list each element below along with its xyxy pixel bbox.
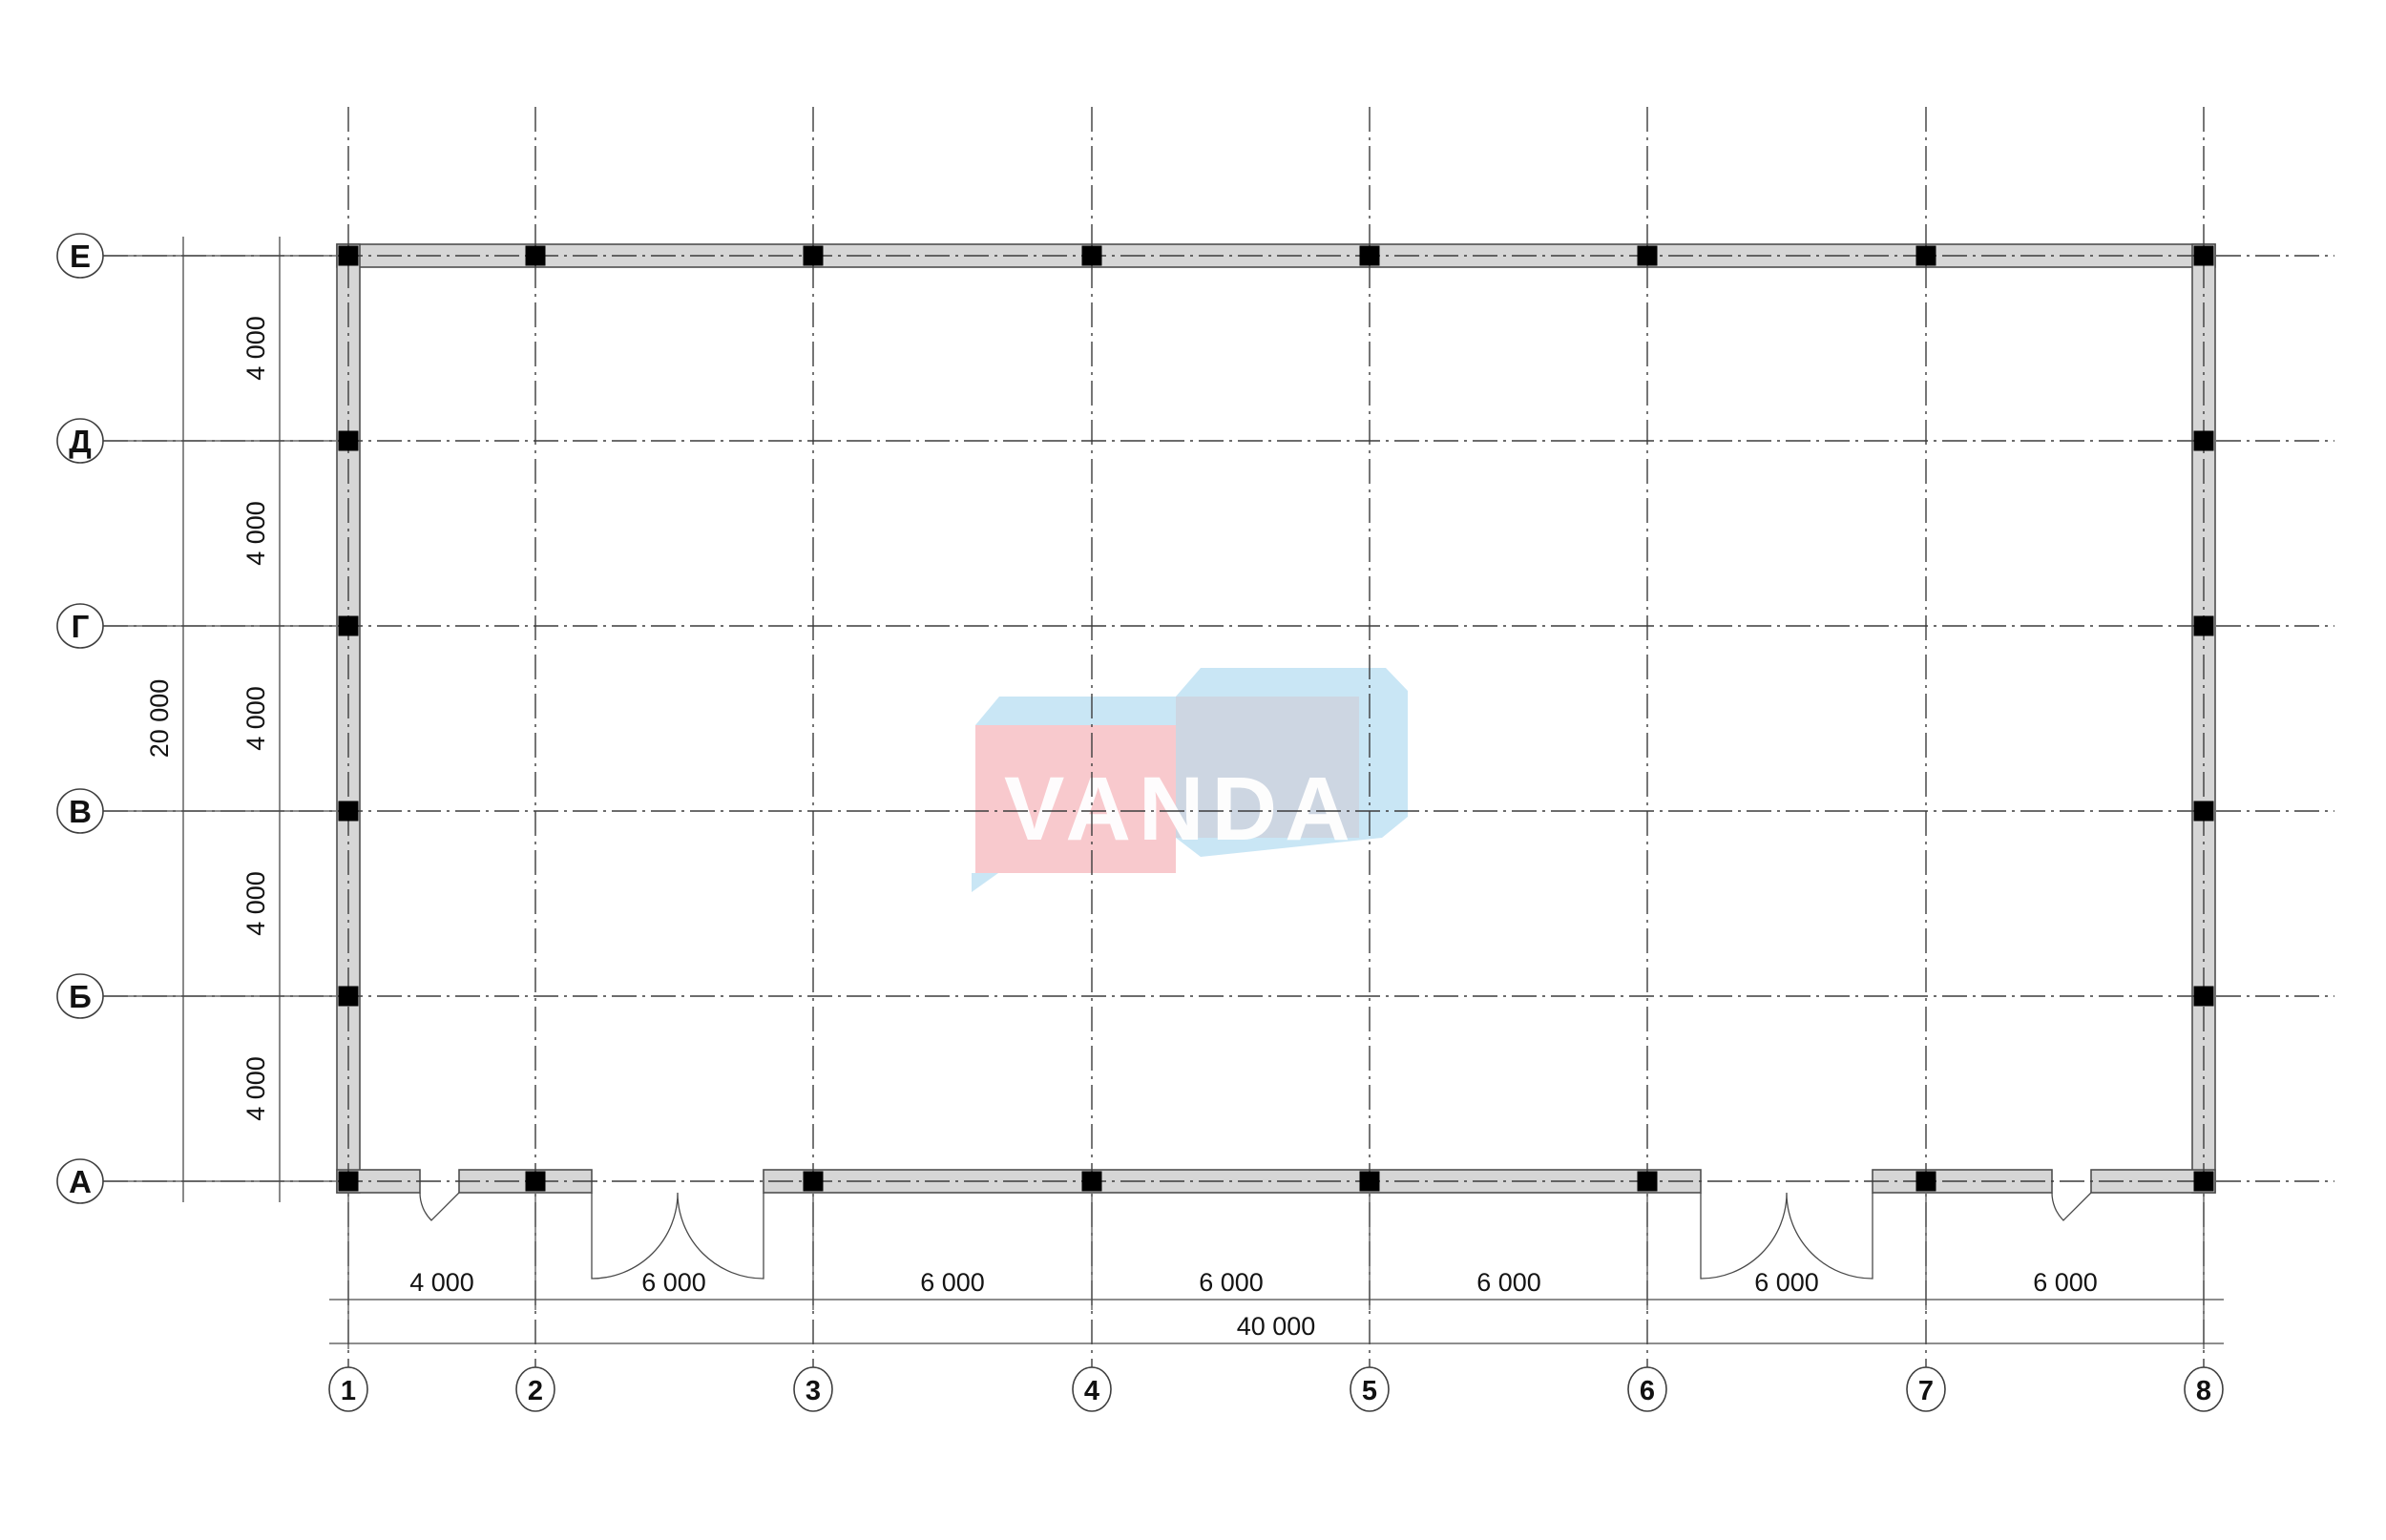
column-a5 [1359,1171,1380,1192]
axis-bubble-row-e [56,233,104,279]
column-e8 [2193,245,2214,266]
column-a7 [1915,1171,1936,1192]
dim-label-bay-6-7: 6 000 [1754,1268,1819,1297]
axis-bubble-col-2 [515,1366,555,1412]
axis-bubble-row-g [56,603,104,649]
logo-bottom-fold [972,873,998,892]
axis-bubble-row-b [56,973,104,1019]
logo-pink-box [975,725,1176,873]
dim-label-bay-2-3: 6 000 [641,1268,706,1297]
axis-label-row-a: А [69,1164,92,1199]
column-e2 [525,245,546,266]
column-axis-bubbles: 1 2 3 4 5 6 7 8 [328,1366,2224,1412]
column-e1 [338,245,359,266]
column-v1 [338,801,359,822]
column-v8 [2193,801,2214,822]
door-single-bay-7-8 [2051,1192,2092,1221]
dim-label-bay-3-4: 6 000 [920,1268,985,1297]
axis-bubble-col-5 [1350,1366,1390,1412]
dim-label-bay-4-5: 6 000 [1199,1268,1264,1297]
axis-label-row-e: Е [70,239,91,274]
dim-label-bay-1-2: 4 000 [409,1268,474,1297]
axis-label-col-3: 3 [806,1376,821,1406]
door-single-bay-1-2 [419,1192,460,1221]
column-e4 [1081,245,1102,266]
axis-bubble-row-v [56,788,104,834]
column-e7 [1915,245,1936,266]
dim-label-bay-5-6: 6 000 [1476,1268,1541,1297]
left-dimensions: 4 000 4 000 4 000 4 000 4 000 20 000 [145,237,287,1202]
column-b8 [2193,986,2214,1007]
row-axis-bubbles: Е Д Г В Б А [56,233,104,1204]
axis-label-row-g: Г [72,609,90,644]
dim-label-row-b-a: 4 000 [241,1056,270,1121]
dim-label-row-g-v: 4 000 [241,686,270,751]
logo-gray-box [1176,697,1359,838]
dim-label-row-d-g: 4 000 [241,501,270,566]
axis-bubble-col-1 [328,1366,368,1412]
vanda-logo: VANDA [972,668,1408,892]
column-a1 [338,1171,359,1192]
axis-label-row-b: Б [69,979,92,1014]
axis-bubble-row-a [56,1158,104,1204]
column-e3 [803,245,824,266]
door-double-bay-2-3 [591,1192,764,1280]
door-double-bay-6-7 [1700,1192,1873,1280]
column-a2 [525,1171,546,1192]
column-a4 [1081,1171,1102,1192]
axis-bubble-col-8 [2184,1366,2224,1412]
column-d8 [2193,430,2214,451]
axis-label-col-8: 8 [2196,1376,2211,1406]
column-g1 [338,615,359,636]
dim-label-total-width: 40 000 [1237,1312,1316,1341]
axis-bubble-row-d [56,418,104,464]
column-g8 [2193,615,2214,636]
axis-label-col-1: 1 [341,1376,356,1406]
doors [419,1192,2092,1280]
column-a6 [1637,1171,1658,1192]
axis-bubble-col-6 [1627,1366,1667,1412]
dim-label-row-v-b: 4 000 [241,871,270,936]
column-e5 [1359,245,1380,266]
axis-bubble-col-7 [1906,1366,1946,1412]
axis-label-row-d: Д [69,424,92,459]
axis-bubble-col-4 [1072,1366,1112,1412]
axis-label-row-v: В [69,794,92,829]
axis-label-col-6: 6 [1640,1376,1655,1406]
dim-label-bay-7-8: 6 000 [2033,1268,2098,1297]
dim-label-row-e-d: 4 000 [241,316,270,381]
bottom-dimensions: 4 000 6 000 6 000 6 000 6 000 6 000 6 00… [329,1196,2224,1351]
axis-label-col-2: 2 [528,1376,543,1406]
axis-label-col-5: 5 [1362,1376,1377,1406]
axis-bubble-col-3 [793,1366,833,1412]
grid-axes [103,107,2334,1367]
column-a8 [2193,1171,2214,1192]
axis-label-col-7: 7 [1918,1376,1934,1406]
column-e6 [1637,245,1658,266]
column-d1 [338,430,359,451]
dim-label-total-height: 20 000 [145,679,174,759]
column-b1 [338,986,359,1007]
logo-wordmark: VANDA [1004,759,1358,860]
axis-label-col-4: 4 [1084,1376,1099,1406]
logo-top-face-left [975,697,1176,725]
column-a3 [803,1171,824,1192]
